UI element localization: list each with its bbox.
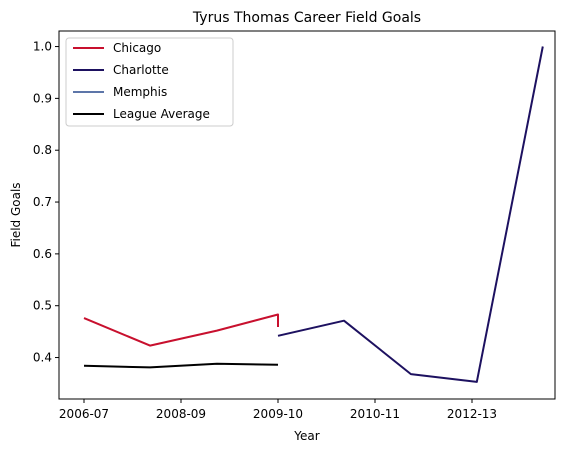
- y-tick-label: 1.0: [33, 40, 52, 54]
- chart-title: Tyrus Thomas Career Field Goals: [192, 10, 421, 26]
- y-tick-label: 0.9: [33, 91, 52, 105]
- legend: Chicago Charlotte Memphis League Average: [65, 37, 234, 127]
- legend-label: Memphis: [113, 85, 167, 99]
- series-line-charlotte: [277, 46, 544, 383]
- y-tick-label: 0.8: [33, 143, 52, 157]
- y-axis: 0.4 0.5 0.6 0.7 0.8 0.9 1.0: [33, 40, 59, 365]
- plot-series: [83, 46, 544, 383]
- y-tick-label: 0.7: [33, 195, 52, 209]
- x-tick-label: 2006-07: [59, 407, 109, 421]
- y-tick-label: 0.6: [33, 247, 52, 261]
- series-line-league-average: [83, 362, 279, 369]
- legend-label: League Average: [113, 107, 210, 121]
- plot-frame: [58, 30, 556, 400]
- x-tick-label: 2008-09: [156, 407, 206, 421]
- x-tick-label: 2012-13: [447, 407, 497, 421]
- x-tick-label: 2009-10: [253, 407, 303, 421]
- x-axis: 2006-07 2008-09 2009-10 2010-11 2012-13: [59, 399, 497, 421]
- legend-box: [65, 37, 234, 127]
- y-tick-label: 0.5: [33, 299, 52, 313]
- x-tick-label: 2010-11: [350, 407, 400, 421]
- series-line-chicago: [83, 313, 279, 347]
- legend-label: Chicago: [113, 41, 161, 55]
- y-axis-label: Field Goals: [9, 182, 23, 247]
- y-tick-label: 0.4: [33, 351, 52, 365]
- legend-label: Charlotte: [113, 63, 169, 77]
- x-axis-label: Year: [293, 429, 319, 443]
